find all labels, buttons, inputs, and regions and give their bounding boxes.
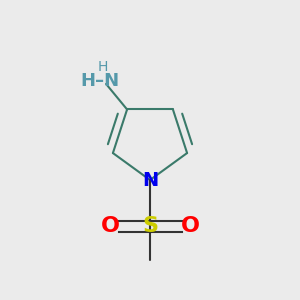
Text: H–N: H–N <box>80 72 119 90</box>
Text: N: N <box>142 170 158 190</box>
Text: O: O <box>100 217 120 236</box>
Text: O: O <box>180 217 200 236</box>
Text: S: S <box>142 217 158 236</box>
Text: H: H <box>97 60 108 74</box>
